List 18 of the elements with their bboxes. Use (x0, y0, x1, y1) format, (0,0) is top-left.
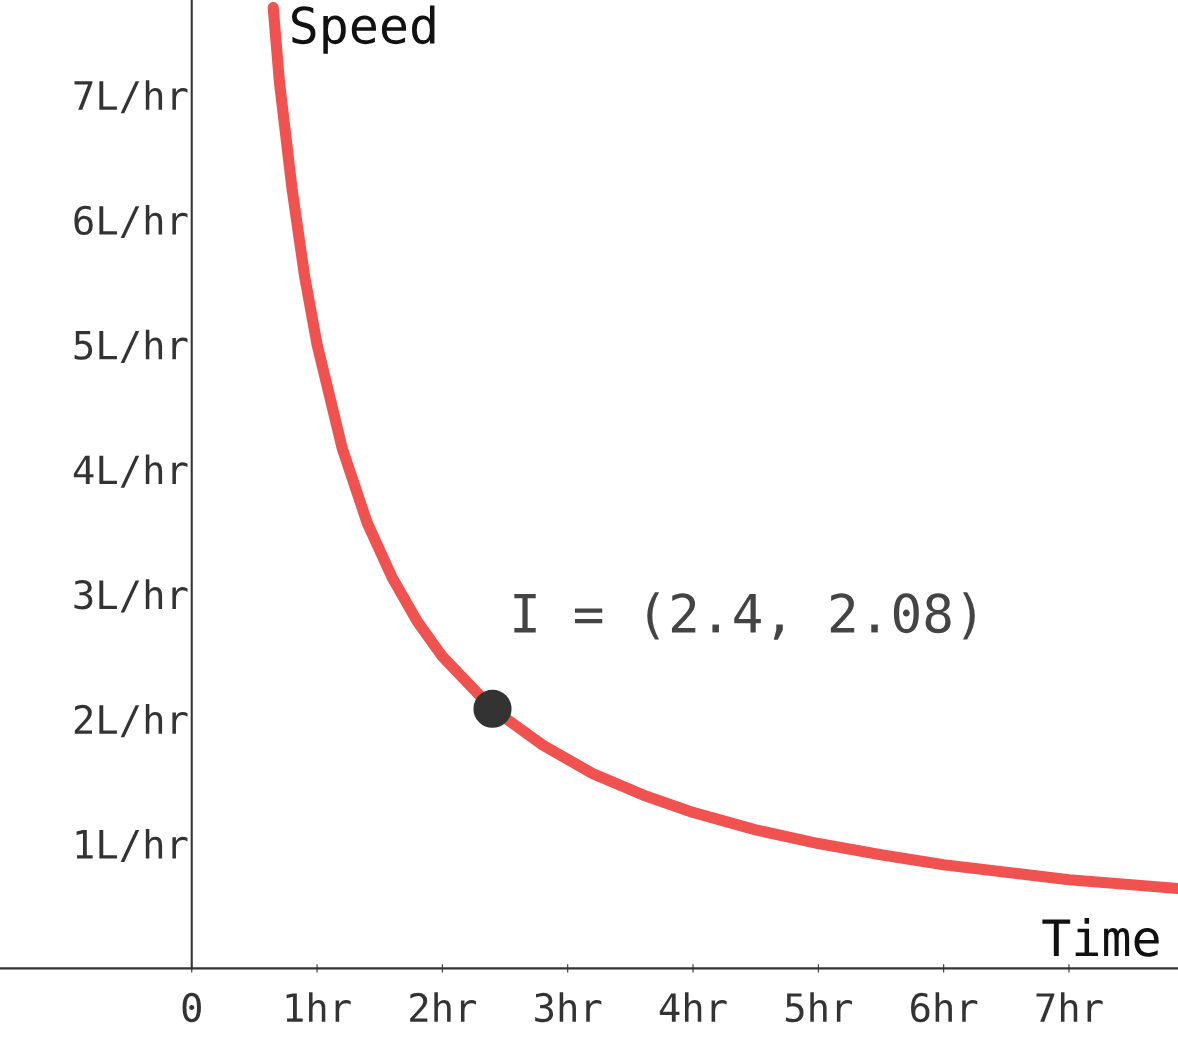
x-tick-label: 5hr (785, 992, 852, 1023)
x-axis-title: Time (1042, 918, 1159, 957)
annotation: I = (2.4, 2.08) (514, 592, 975, 640)
x-tick-label: 6hr (911, 992, 978, 1023)
x-tick-label: 2hr (410, 992, 477, 1022)
x-tick-label: 4hr (659, 992, 727, 1022)
x-tick-label: 7hr (1036, 992, 1103, 1022)
y-tick-label: 6L/hr (74, 204, 188, 239)
y-tick-label: 1L/hr (76, 828, 188, 863)
y-tick-label: 7L/hr (74, 80, 188, 114)
x-tick-label: 0 (182, 992, 201, 1023)
x-tick-label: 1hr (286, 992, 351, 1022)
y-tick-label: 3L/hr (74, 579, 188, 613)
y-tick-label: 5L/hr (74, 329, 188, 363)
y-tick-label: 4L/hr (73, 454, 188, 488)
y-axis-title: Speed (292, 5, 435, 54)
y-tick-label: 2L/hr (74, 704, 188, 738)
x-tick-label: 3hr (535, 992, 602, 1023)
